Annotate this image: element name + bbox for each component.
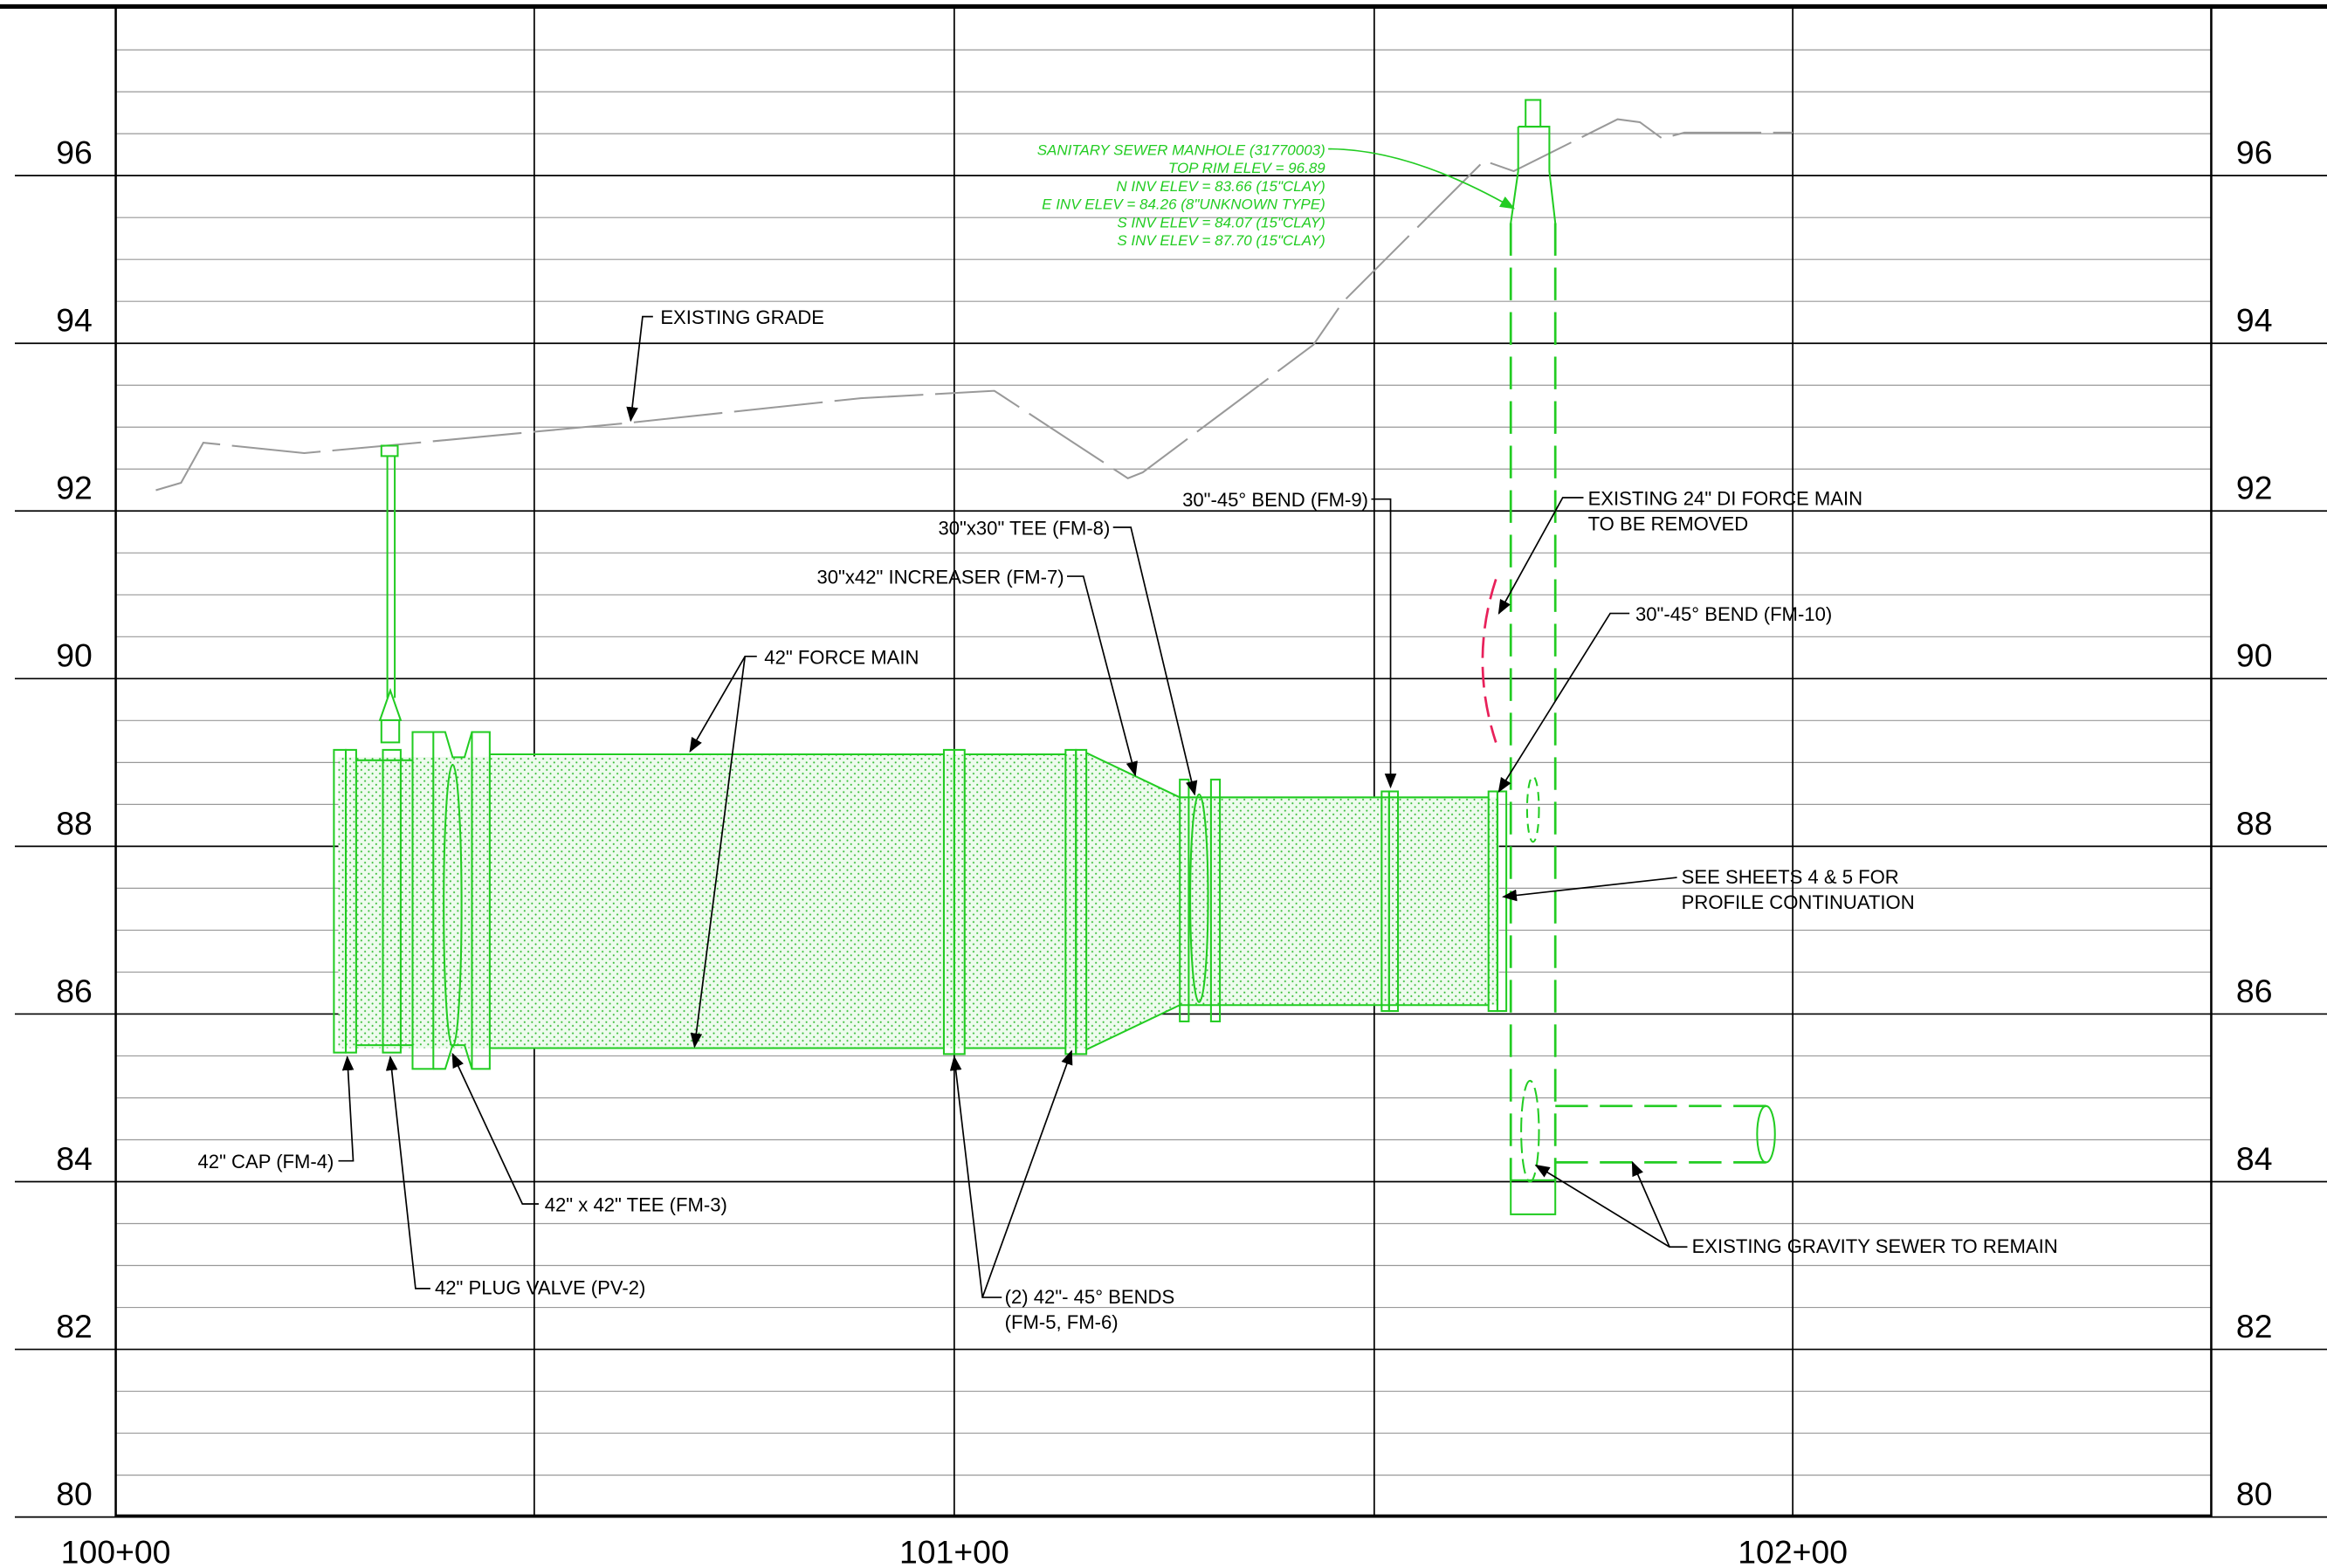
elevation-label-left: 80 — [56, 1475, 93, 1512]
note-line: N INV ELEV = 83.66 (15"CLAY) — [1116, 178, 1325, 195]
line-work — [626, 315, 653, 423]
elevation-label-right: 88 — [2236, 805, 2273, 842]
elevation-label-left: 88 — [56, 805, 93, 842]
station-label: 102+00 — [1738, 1533, 1848, 1568]
shape — [411, 731, 435, 1070]
note-line: S INV ELEV = 84.07 (15"CLAY) — [1117, 214, 1325, 230]
line-work — [1631, 1160, 1670, 1248]
elevation-label-right: 96 — [2236, 134, 2273, 171]
elevation-label-right: 82 — [2236, 1308, 2273, 1344]
callout-leaders — [338, 315, 1688, 1298]
callout-text: EXISTING GRAVITY SEWER TO REMAIN — [1692, 1235, 2058, 1257]
shape — [1075, 748, 1088, 1056]
shape — [1756, 1104, 1776, 1164]
line-work — [385, 1056, 430, 1289]
line-work — [433, 1044, 473, 1070]
shape — [1209, 778, 1222, 1022]
line-work — [981, 1049, 1073, 1298]
line-work — [451, 1052, 539, 1205]
callout-text: SEE SHEETS 4 & 5 FOR — [1682, 866, 1899, 888]
note-line: S INV ELEV = 87.70 (15"CLAY) — [1117, 232, 1325, 249]
axis-labels: 96 96 94 94 92 92 90 90 88 88 86 86 84 84 82 82 80 80 100+… — [56, 134, 2272, 1568]
elevation-label-left: 92 — [56, 470, 93, 506]
callout-text: (FM-5, FM-6) — [1005, 1311, 1119, 1333]
shape — [471, 731, 491, 1070]
line-work — [1497, 612, 1630, 793]
line-work — [1502, 877, 1677, 902]
line-work — [689, 655, 757, 753]
shape — [378, 687, 403, 744]
elevation-label-left: 94 — [56, 302, 93, 339]
elevation-label-left: 86 — [56, 973, 93, 1009]
shape — [443, 763, 463, 1048]
line-work — [1371, 498, 1397, 789]
line-work — [338, 1056, 355, 1162]
callout-text: 30"-45° BEND (FM-9) — [1182, 489, 1368, 511]
note-line: SANITARY SEWER MANHOLE (31770003) — [1037, 141, 1325, 158]
callout-text: 42" CAP (FM-4) — [198, 1151, 334, 1173]
elevation-label-right: 94 — [2236, 302, 2273, 339]
line-work — [1067, 575, 1138, 777]
shape — [1520, 1079, 1540, 1183]
grid — [0, 3, 2327, 1518]
station-label: 100+00 — [61, 1533, 171, 1568]
station-label: 101+00 — [899, 1533, 1009, 1568]
force-main — [333, 444, 1508, 1070]
existing-grade — [155, 118, 1793, 492]
callout-text: 42" x 42" TEE (FM-3) — [545, 1193, 727, 1215]
shape — [1179, 778, 1190, 1022]
line-work — [433, 731, 473, 759]
callout-text: 30"-45° BEND (FM-10) — [1635, 603, 1832, 625]
shape — [1387, 790, 1400, 1013]
shape — [1525, 775, 1540, 843]
note-line: TOP RIM ELEV = 96.89 — [1168, 160, 1325, 176]
pipe-fill — [338, 754, 1499, 1049]
line-work — [1112, 526, 1198, 796]
callout-text: (2) 42"- 45° BENDS — [1005, 1286, 1175, 1308]
line-work — [1497, 497, 1584, 616]
callout-text: EXISTING GRADE — [660, 306, 824, 328]
shape — [1328, 148, 1516, 210]
shape — [1189, 793, 1209, 1003]
shape — [382, 748, 402, 1054]
callouts: EXISTING GRADE 42" FORCE MAIN 30"x42" INCR… — [198, 306, 2058, 1333]
shape — [1525, 99, 1542, 128]
shape — [1481, 579, 1497, 743]
existing-manhole — [1328, 99, 1776, 1215]
elevation-label-right: 92 — [2236, 470, 2273, 506]
shape — [380, 444, 399, 457]
callout-text: 30"x42" INCREASER (FM-7) — [817, 567, 1064, 588]
elevation-label-right: 84 — [2236, 1140, 2273, 1177]
elevation-label-right: 90 — [2236, 637, 2273, 674]
manhole-note: SANITARY SEWER MANHOLE (31770003) TOP RIM… — [1037, 141, 1326, 249]
elevation-label-left: 84 — [56, 1140, 93, 1177]
elevation-label-left: 82 — [56, 1308, 93, 1344]
elevation-label-left: 96 — [56, 134, 93, 171]
elevation-label-right: 86 — [2236, 973, 2273, 1009]
callout-text: 42" PLUG VALVE (PV-2) — [435, 1277, 645, 1299]
callout-text: 42" FORCE MAIN — [764, 646, 919, 668]
callout-text: 30"x30" TEE (FM-8) — [938, 517, 1110, 539]
shape — [344, 748, 357, 1054]
frame — [114, 5, 2213, 1517]
shape — [953, 748, 966, 1056]
elevation-label-right: 80 — [2236, 1475, 2273, 1512]
callout-text: PROFILE CONTINUATION — [1682, 891, 1915, 913]
line-work — [949, 1056, 1002, 1298]
line-work — [690, 656, 747, 1049]
note-line: E INV ELEV = 84.26 (8"UNKNOWN TYPE) — [1042, 196, 1325, 213]
elevation-label-left: 90 — [56, 637, 93, 674]
callout-text: TO BE REMOVED — [1588, 512, 1749, 534]
callout-text: EXISTING 24" DI FORCE MAIN — [1588, 487, 1863, 509]
shape — [1510, 1179, 1557, 1215]
